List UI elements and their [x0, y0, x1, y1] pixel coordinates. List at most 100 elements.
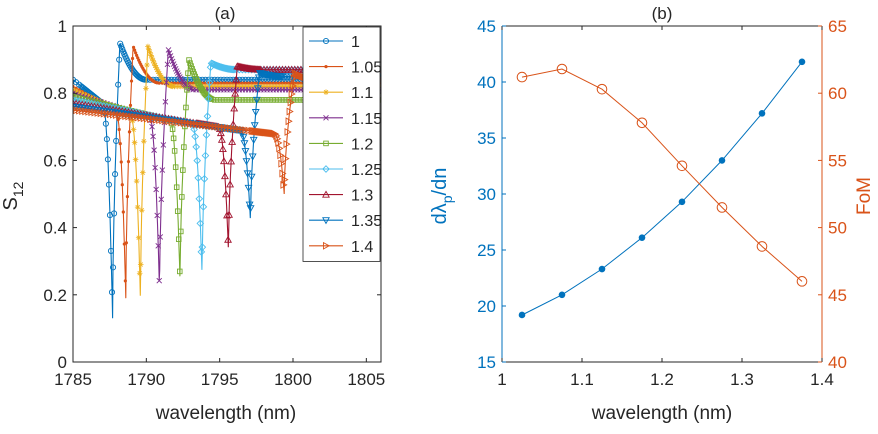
panel-a-y-label-main: S [0, 197, 22, 210]
marker-1.4 [280, 180, 288, 189]
marker-1.25 [227, 65, 235, 74]
marker-1 [111, 210, 118, 217]
marker-1.35 [245, 201, 254, 209]
marker-1.35 [247, 173, 256, 181]
marker-1.2 [261, 97, 267, 103]
svg-text:dλp/dn: dλp/dn [429, 168, 455, 225]
marker-1.2 [73, 93, 76, 100]
marker-1.05 [274, 81, 278, 85]
marker-1.2 [179, 194, 185, 200]
panel-a-y-tick-label: 0 [58, 353, 67, 372]
marker-1.15 [156, 277, 163, 284]
marker-1.1 [140, 169, 146, 176]
marker-1.15 [153, 186, 159, 193]
panel-b-x-axis-label: wavelength (nm) [591, 403, 732, 424]
marker-1.1 [143, 85, 149, 92]
marker-1.1 [245, 83, 252, 90]
marker-1.3 [230, 104, 239, 112]
marker-1.4 [285, 117, 293, 126]
legend-label: 1.2 [351, 136, 373, 153]
marker-1.1 [150, 57, 156, 64]
marker-1.1 [88, 94, 95, 101]
marker-1.05 [293, 81, 297, 85]
marker-1.1 [174, 83, 181, 90]
marker-1.05 [173, 81, 177, 85]
marker-1.25 [199, 202, 208, 211]
marker-1.4 [279, 169, 287, 178]
marker-1.05 [250, 81, 254, 85]
marker-1.1 [282, 83, 289, 90]
legend-marker [322, 241, 331, 250]
marker-1.1 [273, 83, 280, 90]
legend-marker [323, 140, 329, 147]
panel-a-x-tick-label: 1795 [201, 370, 239, 389]
marker-1.4 [277, 151, 285, 160]
marker-1 [108, 289, 116, 296]
panel-a-y-tick-label: 0.8 [43, 84, 67, 103]
marker-1.05 [121, 210, 125, 214]
marker-1.05 [240, 81, 244, 85]
marker-1.15 [150, 133, 156, 140]
panel-a-title: (a) [215, 4, 236, 23]
marker-1 [102, 120, 109, 127]
marker-1.2 [185, 70, 191, 76]
marker-1.4 [283, 140, 291, 149]
marker-1.15 [79, 93, 86, 99]
marker-1.1 [148, 52, 154, 59]
panel-b-axes: 1 1.1 1.2 1.3 1.4 15 20 25 30 35 40 45 40 45 50 55 60 65 [477, 17, 847, 389]
legend-label: 1.15 [351, 111, 382, 128]
marker-1 [104, 156, 111, 163]
marker-1.2 [215, 97, 221, 103]
data-point [598, 265, 606, 273]
marker-1.05 [134, 51, 138, 55]
marker-1.1 [208, 83, 215, 90]
marker-1.3 [226, 180, 235, 188]
marker-1.25 [197, 248, 206, 256]
marker-1.2 [227, 97, 233, 103]
panel-b-left-y-tick-label: 35 [477, 129, 496, 148]
marker-1.1 [145, 43, 151, 50]
marker-1.2 [170, 135, 177, 142]
marker-1.1 [285, 83, 292, 90]
marker-1.15 [154, 212, 161, 219]
panel-b-title: (b) [652, 4, 673, 23]
marker-1.35 [240, 140, 249, 148]
panel-b-right-y-tick-label: 40 [828, 353, 847, 372]
data-point [636, 117, 648, 129]
marker-1.1 [178, 83, 184, 90]
marker-1.25 [194, 174, 203, 182]
marker-1.1 [227, 83, 233, 90]
legend-marker [322, 37, 330, 45]
panel-b-right-y-tick-label: 60 [828, 84, 847, 103]
data-point [556, 63, 568, 75]
panel-a-x-axis-label-text: wavelength (nm) [155, 403, 296, 424]
marker-1.2 [224, 97, 230, 103]
panel-b-x-tick-label: 1.4 [810, 370, 834, 389]
marker-1.1 [151, 60, 157, 66]
marker-1.3 [227, 157, 236, 165]
marker-1.3 [222, 190, 230, 198]
panel-a-x-axis-label: wavelength (nm) [155, 403, 296, 424]
marker-1.25 [196, 219, 205, 228]
marker-1.3 [224, 235, 232, 243]
marker-1.1 [279, 83, 286, 90]
panel-a-x-tick-label: 1785 [54, 370, 92, 389]
marker-1 [112, 171, 119, 178]
marker-1.1 [156, 70, 163, 77]
marker-1.2 [264, 97, 270, 103]
marker-1.05 [246, 81, 251, 85]
marker-1 [116, 56, 123, 63]
marker-1.35 [238, 130, 247, 138]
marker-1.25 [205, 78, 214, 87]
marker-1.1 [224, 83, 230, 90]
marker-1.05 [117, 127, 121, 132]
panel-b-left-y-tick-label: 30 [477, 185, 496, 204]
marker-1 [107, 247, 115, 254]
panel-b-left-y-tick-label: 15 [477, 353, 496, 372]
marker-1.4 [282, 154, 290, 163]
marker-1.1 [230, 83, 236, 90]
marker-1.15 [151, 147, 157, 153]
marker-1.05 [299, 81, 303, 85]
panel-a-y-tick-label: 1 [58, 17, 67, 36]
marker-1.3 [217, 135, 226, 143]
